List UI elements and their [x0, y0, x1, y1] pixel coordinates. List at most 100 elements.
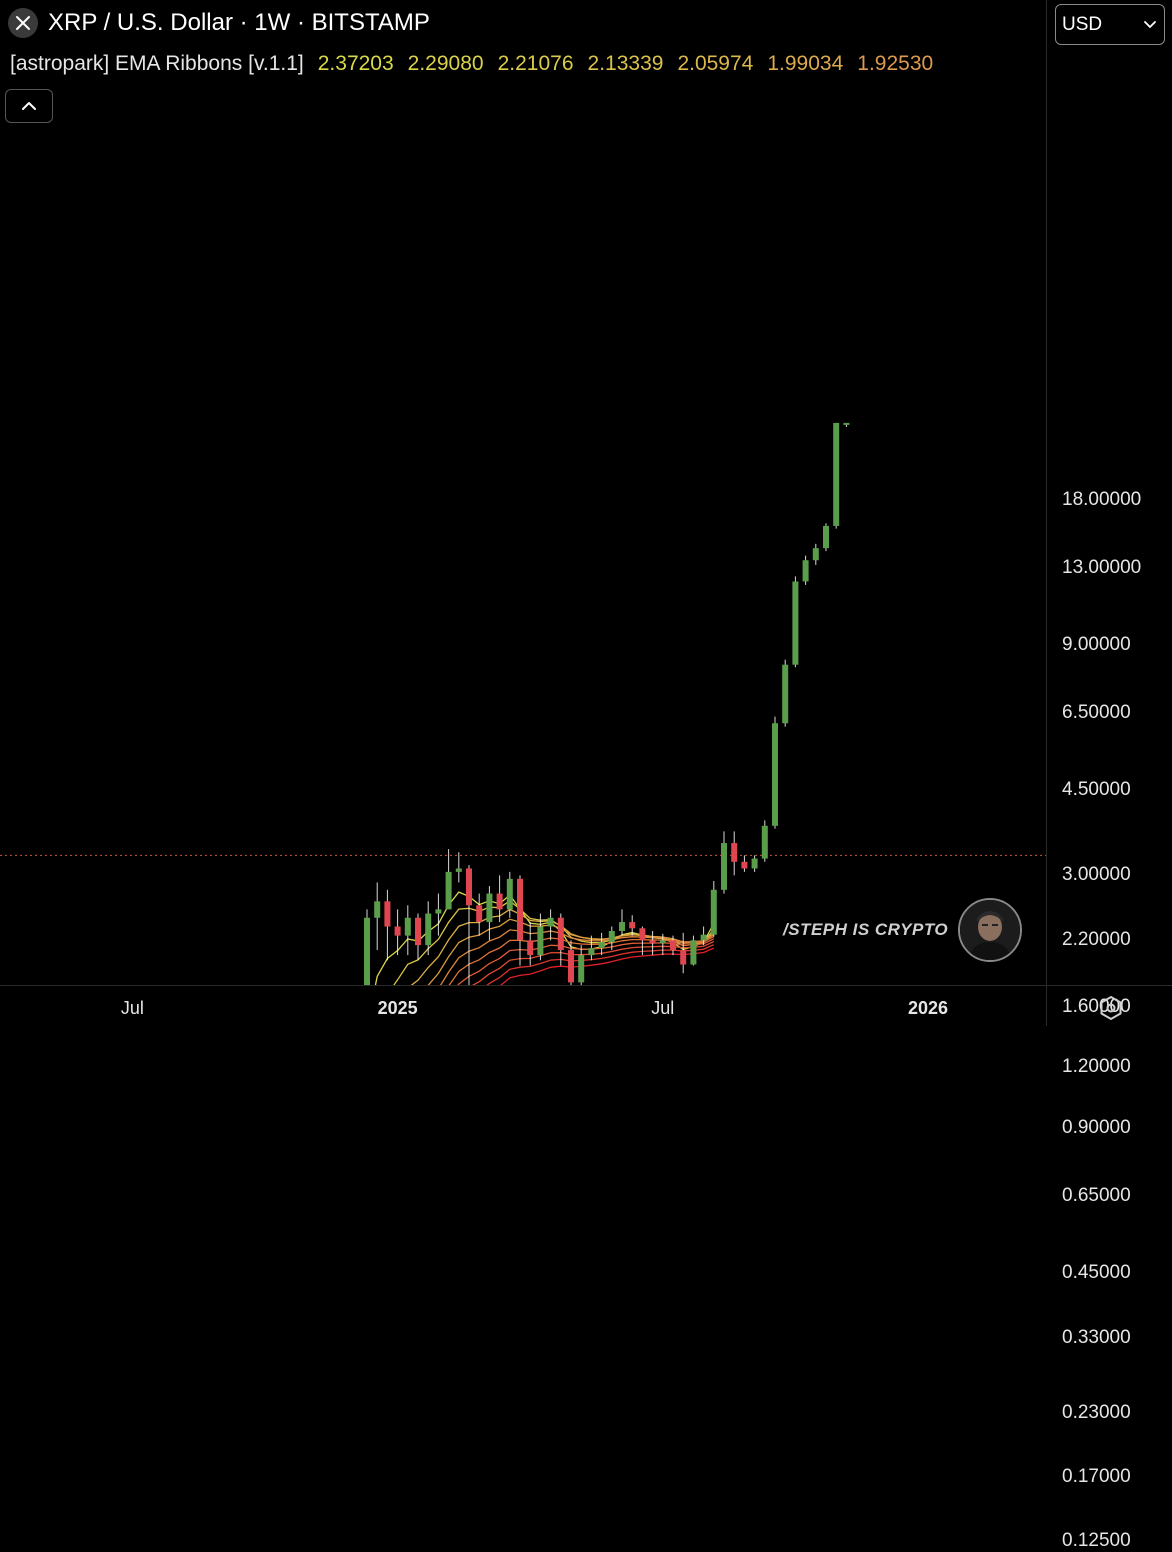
candle	[690, 935, 697, 966]
price-axis[interactable]: USD 18.00000 13.00000 9.00000 6.50000 4.5000…	[1046, 0, 1172, 1551]
candle-body	[619, 922, 625, 932]
candle-body	[466, 868, 472, 906]
ema-ribbon-line	[9, 947, 715, 1240]
candle	[537, 913, 544, 961]
price-tick-label: 0.23000	[1062, 1402, 1131, 1424]
candle	[527, 922, 534, 966]
candle-body	[823, 525, 829, 549]
candle	[578, 945, 585, 989]
avatar-portrait	[960, 900, 1021, 960]
chart-settings-button[interactable]	[1097, 994, 1125, 1022]
candle-body	[415, 917, 421, 946]
price-tick-label: 13.00000	[1062, 557, 1142, 579]
indicator-value: 1.99034	[767, 52, 844, 75]
time-axis[interactable]: Jul 2025 Jul 2026	[0, 985, 1046, 1026]
price-tick-label: 0.90000	[1062, 1116, 1131, 1138]
candle	[761, 820, 768, 862]
price-chart[interactable]	[0, 0, 1046, 1309]
settings-hexagon-icon	[1100, 995, 1122, 1021]
indicator-value: 2.13339	[587, 52, 664, 75]
candle	[649, 931, 656, 956]
candle	[721, 831, 727, 894]
candle	[802, 555, 809, 585]
time-tick-label: Jul	[120, 998, 144, 1018]
candle	[639, 926, 646, 956]
candle	[557, 913, 564, 966]
candle	[710, 881, 717, 937]
candle	[496, 875, 503, 923]
candle	[700, 926, 707, 946]
candle-body	[629, 922, 636, 929]
candle-body	[792, 581, 799, 665]
candle	[833, 422, 840, 529]
candle	[364, 909, 370, 1039]
candle-body	[812, 548, 819, 561]
candle-body	[649, 940, 656, 944]
price-tick-label: 0.45000	[1062, 1261, 1131, 1283]
candle-body	[772, 723, 778, 826]
price-tick-label: 4.50000	[1062, 779, 1131, 801]
time-tick-label: 2025	[377, 998, 418, 1018]
indicator-name: [astropark] EMA Ribbons [v.1.1]	[10, 52, 304, 75]
candle-body	[496, 893, 503, 910]
candle	[394, 909, 401, 956]
candle-body	[374, 901, 381, 918]
candle	[782, 659, 789, 727]
candle-body	[741, 861, 748, 869]
candle	[486, 886, 493, 941]
watermark-text: /STEPH IS CRYPTO	[783, 920, 949, 939]
candle	[680, 932, 687, 974]
candle-body	[843, 422, 850, 425]
candle-body	[670, 940, 676, 951]
candle-body	[833, 422, 840, 526]
chart-area[interactable]: XRP / U.S. Dollar · 1W · BITSTAMP [astro…	[0, 0, 1046, 1309]
candle	[517, 875, 523, 966]
candle	[455, 852, 462, 883]
candle-body	[680, 950, 687, 965]
candle	[506, 871, 513, 918]
candle-body	[394, 926, 401, 936]
currency-select[interactable]: USD	[1055, 4, 1165, 45]
candle-body	[731, 843, 738, 862]
watermark: /STEPH IS CRYPTO	[783, 898, 1023, 962]
candle	[547, 909, 554, 941]
candle	[435, 893, 442, 936]
currency-value: USD	[1062, 13, 1103, 35]
indicator-value: 2.05974	[677, 52, 754, 75]
candle	[384, 889, 391, 961]
axis-corner	[1046, 985, 1172, 1026]
candle-body	[761, 825, 768, 859]
candle	[823, 523, 829, 552]
candle-body	[384, 901, 391, 927]
time-tick-label: 2026	[907, 998, 949, 1018]
close-button[interactable]	[8, 8, 38, 38]
candle	[741, 855, 748, 872]
candle-body	[568, 950, 574, 983]
candle	[772, 716, 778, 829]
candle	[659, 933, 666, 956]
candle	[751, 855, 758, 872]
candle-body	[700, 934, 707, 941]
candle-body	[527, 940, 534, 956]
candle-body	[598, 942, 605, 949]
candle-body	[659, 940, 666, 944]
candle-body	[608, 931, 615, 943]
title-row: XRP / U.S. Dollar · 1W · BITSTAMP	[8, 7, 430, 39]
candle	[425, 901, 432, 956]
candle-body	[455, 868, 462, 872]
candle	[374, 882, 381, 951]
price-tick-label: 0.33000	[1062, 1326, 1131, 1348]
candle	[629, 915, 636, 936]
candle	[476, 893, 483, 936]
candle-body	[578, 955, 585, 983]
chevron-down-icon	[1144, 20, 1156, 28]
candle	[415, 913, 421, 961]
indicator-value: 2.29080	[407, 52, 484, 75]
price-tick-label: 18.00000	[1062, 488, 1142, 510]
price-tick-label: 1.20000	[1062, 1056, 1131, 1078]
price-tick-label: 2.20000	[1062, 929, 1131, 951]
candle	[812, 543, 819, 565]
collapse-legend-button[interactable]	[5, 89, 53, 123]
candle-body	[435, 909, 442, 914]
candle-body	[547, 917, 554, 927]
